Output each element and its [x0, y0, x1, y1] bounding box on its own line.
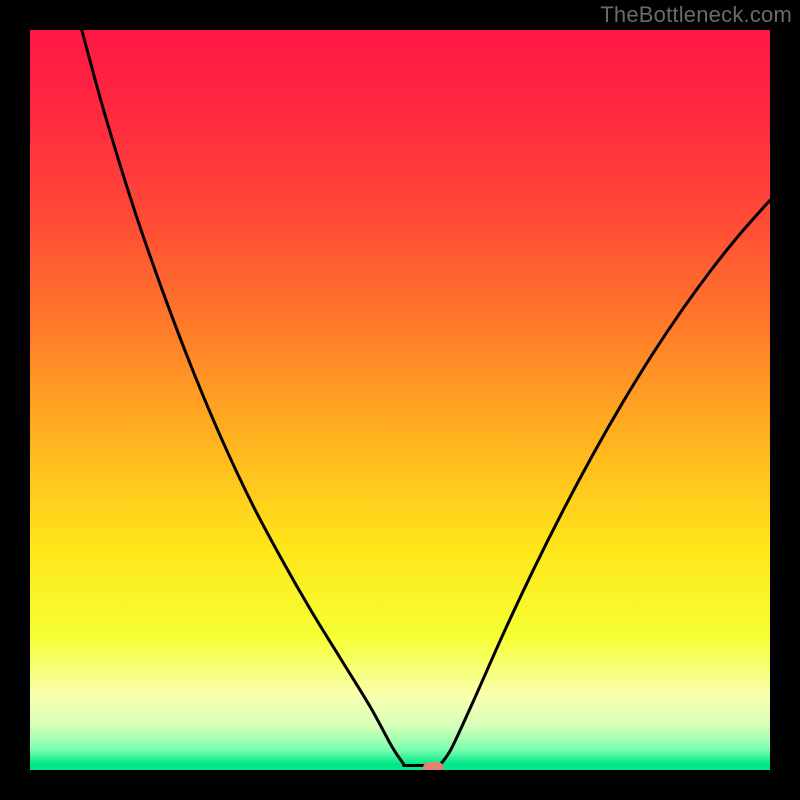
- plot-gradient-background: [30, 30, 770, 770]
- bottleneck-chart: [0, 0, 800, 800]
- chart-container: TheBottleneck.com: [0, 0, 800, 800]
- watermark-text: TheBottleneck.com: [600, 2, 792, 28]
